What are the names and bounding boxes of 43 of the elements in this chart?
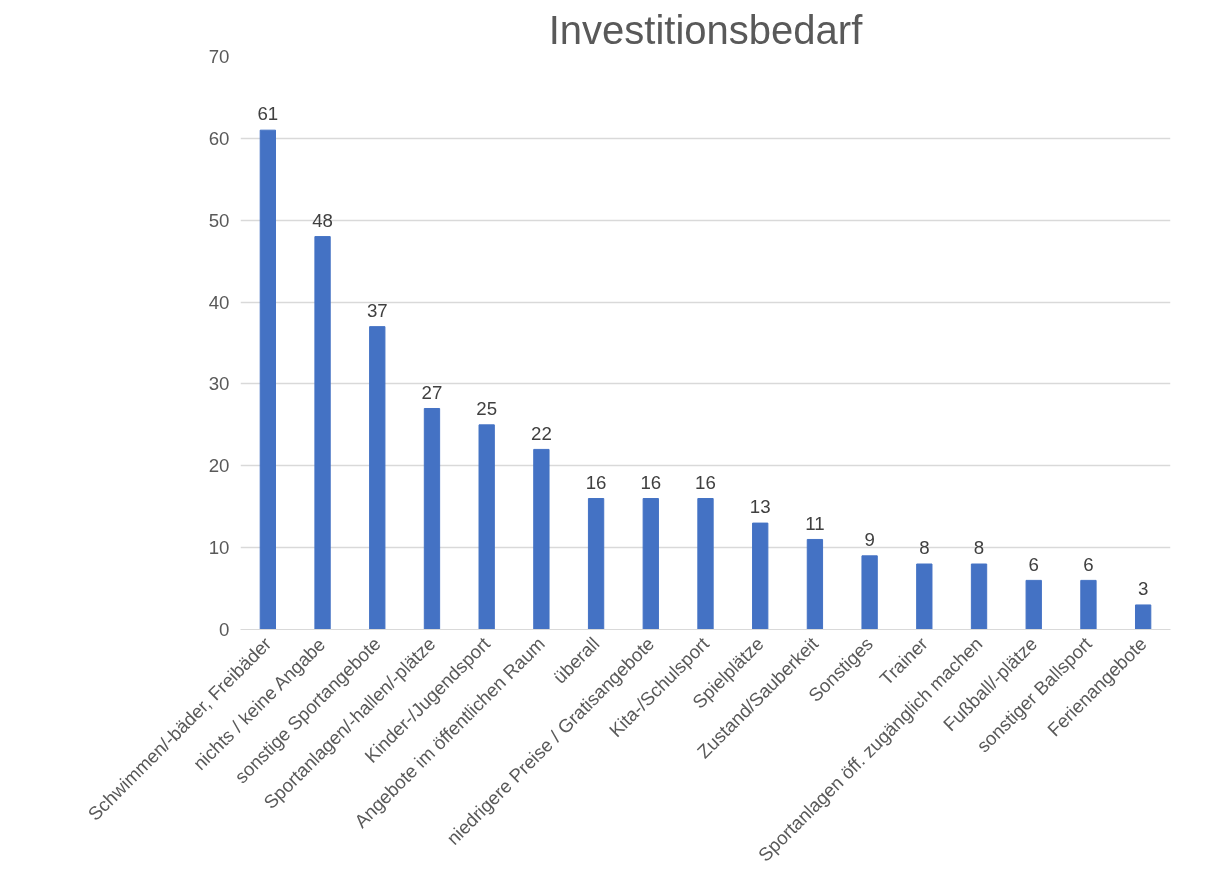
bar [642, 498, 659, 630]
bar [697, 498, 714, 630]
data-label: 16 [695, 471, 716, 493]
bar [752, 522, 769, 630]
y-tick-label: 40 [208, 291, 230, 313]
y-tick-label: 30 [208, 373, 230, 395]
data-label: 6 [1083, 553, 1094, 575]
bar [423, 407, 441, 630]
y-tick-label: 70 [208, 46, 230, 67]
y-tick-label: 50 [208, 209, 230, 231]
data-label: 6 [1028, 553, 1039, 575]
y-tick-label: 60 [208, 127, 230, 149]
data-label: 61 [257, 103, 279, 125]
y-tick-label: 10 [208, 537, 230, 559]
bar [533, 448, 550, 630]
bar [1134, 604, 1152, 630]
bar [1080, 579, 1097, 630]
data-label: 27 [421, 381, 443, 403]
chart-title: Investitionsbedarf [548, 7, 864, 52]
y-tick-label: 0 [219, 619, 230, 640]
data-label: 37 [366, 299, 388, 321]
data-label: 3 [1137, 578, 1149, 600]
bar [587, 498, 605, 630]
data-label: 9 [864, 529, 875, 551]
bar [314, 236, 331, 630]
bar [970, 563, 988, 630]
bar [478, 424, 495, 630]
data-label: 22 [531, 422, 552, 444]
data-label: 48 [312, 209, 333, 231]
data-label: 13 [749, 496, 771, 518]
y-tick-label: 20 [208, 455, 230, 477]
data-label: 25 [476, 398, 498, 420]
data-label: 11 [805, 512, 825, 534]
bar [259, 129, 277, 630]
bar [916, 563, 933, 630]
data-label: 8 [973, 537, 985, 559]
data-label: 16 [640, 471, 662, 493]
bar [861, 555, 878, 630]
data-label: 8 [919, 537, 930, 559]
data-label: 16 [585, 471, 607, 493]
bar [806, 538, 824, 630]
bar [369, 326, 386, 630]
bar [1025, 579, 1042, 630]
